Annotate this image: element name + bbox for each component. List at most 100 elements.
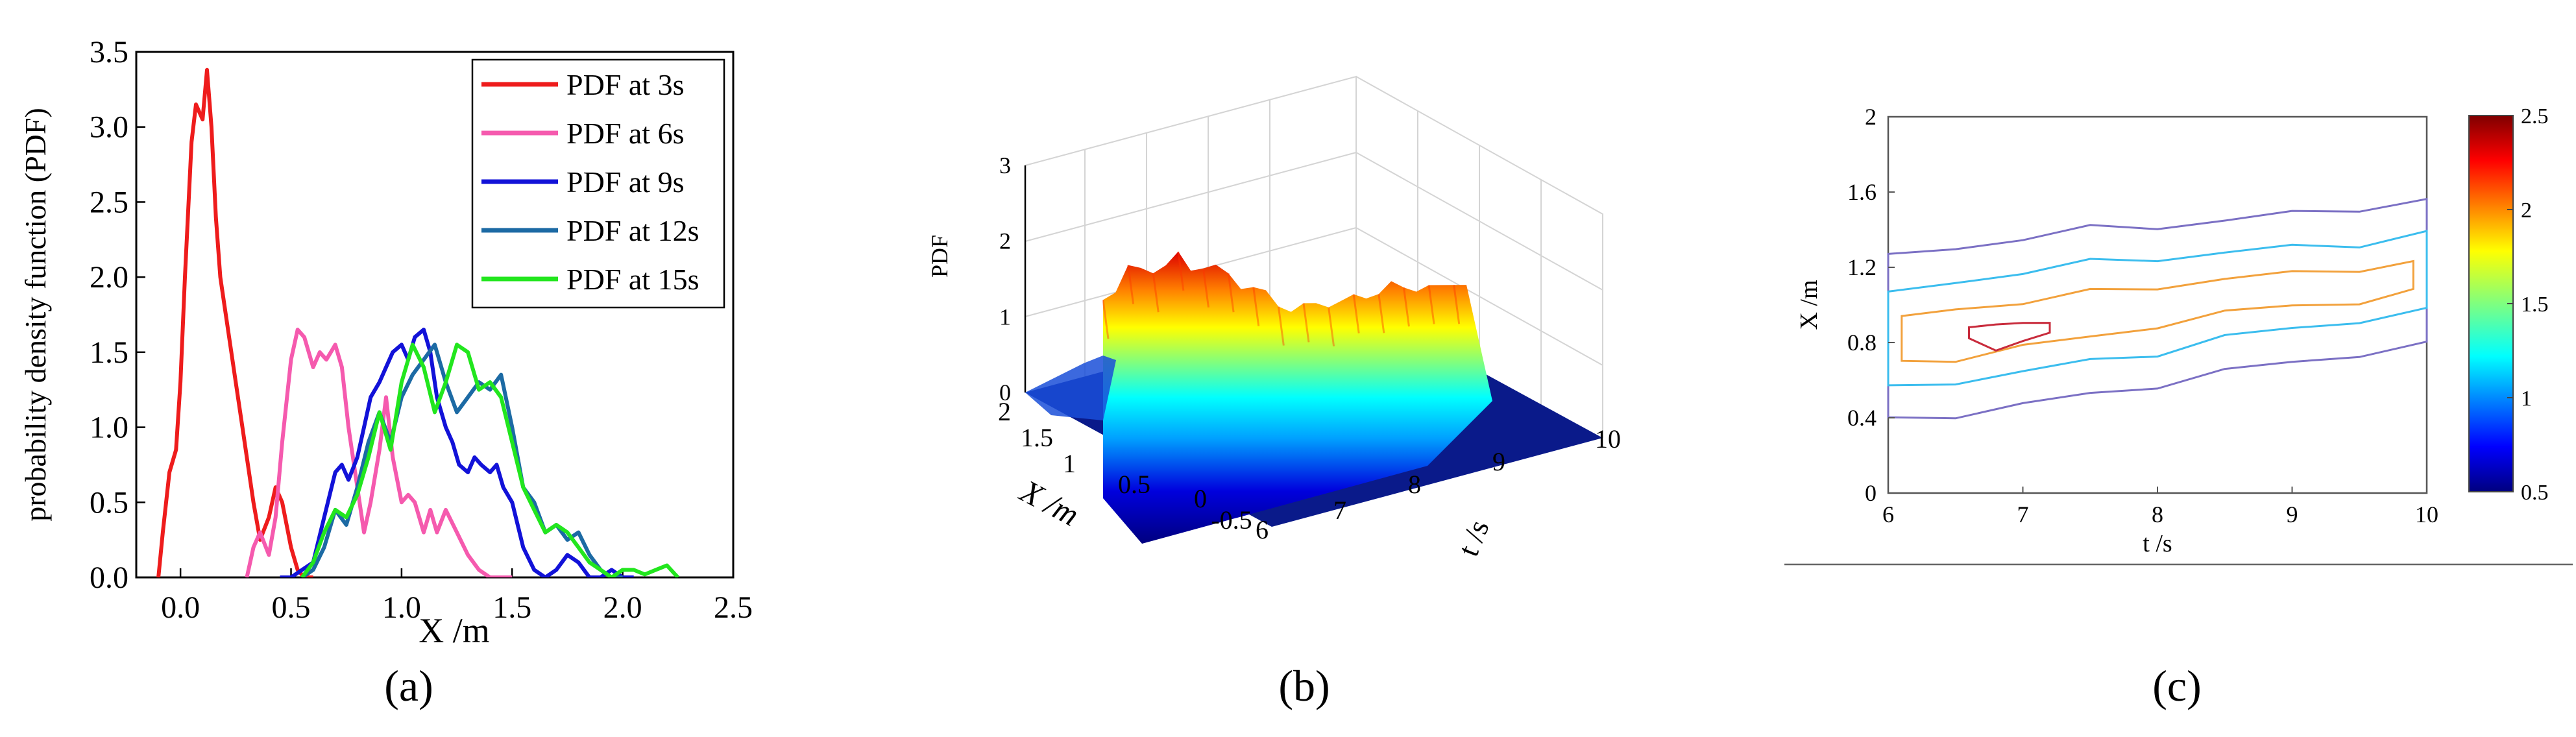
x-tick-label: 2.0: [603, 590, 642, 625]
left-shoulder: [1025, 356, 1116, 420]
panel-a-y-axis-label: probability density function (PDF): [19, 108, 52, 522]
x-tick-label: 0: [1194, 484, 1207, 513]
series-line: [300, 343, 680, 577]
t-tick-label: 6: [1256, 515, 1269, 544]
series-line: [156, 67, 313, 577]
x-tick-label: 6: [1882, 501, 1894, 527]
surface-ripple: [1152, 273, 1160, 313]
x-tick-label: 1.5: [1021, 423, 1053, 452]
y-tick-label: 1.6: [1847, 179, 1877, 205]
y-tick-label: 2: [1865, 104, 1877, 130]
panel-a-series: [156, 67, 680, 577]
panel-c-ticks: 6 7 8 9 10 0 0.4 0.8 1.2 1.6 2: [1847, 104, 2438, 527]
legend-label: PDF at 9s: [566, 165, 684, 199]
y-tick-label: 0.8: [1847, 330, 1877, 356]
panel-a-x-axis-label: X /m: [419, 611, 490, 650]
surface-ripple: [1352, 294, 1360, 333]
colorbar-tick-label: 0.5: [2521, 481, 2549, 505]
y-tick-label: 0.4: [1847, 405, 1877, 431]
panel-b-x-axis-label: X /m: [1014, 472, 1085, 533]
x-tick-label: 1: [1063, 449, 1076, 478]
x-tick-label: -0.5: [1211, 505, 1252, 535]
z-tick-label: 0: [999, 380, 1011, 405]
x-tick-label: 7: [2017, 501, 2029, 527]
legend-label: PDF at 3s: [566, 68, 684, 101]
panel-c-contours: [1887, 197, 2428, 420]
panel-c-contour-map: 6 7 8 9 10 0 0.4 0.8 1.2 1.6 2 t /s X /m 0.5 1 1.5 2 2…: [1784, 104, 2573, 710]
panel-b-z-axis-label: PDF: [927, 235, 953, 278]
surface-ripple: [1328, 307, 1335, 346]
panel-c-colorbar-ticks: 0.5 1 1.5 2 2.5: [2507, 104, 2549, 505]
colorbar-tick-label: 2: [2521, 199, 2532, 223]
y-tick-label: 3.0: [90, 110, 128, 145]
z-tick-label: 3: [999, 152, 1011, 178]
x-tick-label: 9: [2287, 501, 2298, 527]
panel-a-ticks: 0.0 0.5 1.0 1.5 2.0 2.5 0.0 0.5 1.0 1.5 2.0 2.5 3.0 3…: [90, 35, 753, 625]
panel-a-line-chart: 0.0 0.5 1.0 1.5 2.0 2.5 0.0 0.5 1.0 1.5 2.0 2.5 3.0 3…: [19, 35, 753, 710]
surface-ripple: [1428, 285, 1435, 324]
panel-a-plot-frame: [135, 51, 735, 579]
z-tick-label: 1: [999, 304, 1011, 330]
surface-ripple: [1252, 287, 1260, 326]
contour-line: [1901, 260, 2414, 363]
panel-c-label: (c): [2152, 661, 2201, 710]
surface-ripple: [1177, 251, 1185, 291]
x-tick-label: 0.0: [161, 590, 200, 625]
colorbar-tick-label: 1.5: [2521, 293, 2549, 317]
x-tick-label: 10: [2415, 501, 2438, 527]
y-tick-label: 2.0: [90, 260, 128, 295]
surface-ripple: [1277, 306, 1285, 346]
surface-ripple: [1302, 303, 1310, 343]
surface-ripple: [1227, 272, 1235, 313]
panel-c-colorbar: [2468, 115, 2514, 492]
panel-c-x-axis-label: t /s: [2143, 530, 2172, 557]
t-tick-label: 7: [1333, 496, 1346, 525]
series-line: [245, 328, 513, 577]
y-tick-label: 0: [1865, 480, 1877, 506]
surface-ripple: [1402, 287, 1410, 327]
y-tick-label: 2.5: [90, 185, 128, 219]
legend-label: PDF at 6s: [566, 117, 684, 150]
panel-b-ridge-surface: [1025, 251, 1492, 544]
panel-b-label: (b): [1278, 661, 1330, 710]
y-tick-label: 0.0: [90, 561, 128, 595]
t-tick-label: 8: [1408, 470, 1421, 499]
x-tick-label: 0.5: [272, 590, 311, 625]
y-tick-label: 1.2: [1847, 254, 1877, 280]
y-tick-label: 3.5: [90, 35, 128, 69]
surface-ripple: [1102, 300, 1110, 339]
t-tick-label: 10: [1595, 424, 1621, 453]
ridge-surface: [1103, 251, 1492, 544]
series-line: [300, 343, 623, 577]
y-tick-label: 1.5: [90, 335, 128, 370]
panel-a-legend: PDF at 3s PDF at 6s PDF at 9s PDF at 12s PDF…: [471, 58, 725, 309]
x-tick-label: 1.5: [492, 590, 531, 625]
panel-a-label: (a): [384, 661, 433, 710]
legend-label: PDF at 15s: [566, 263, 699, 296]
contour-line: [1968, 322, 2051, 352]
panel-b-t-axis-label: t /s: [1452, 515, 1496, 561]
legend-label: PDF at 12s: [566, 214, 699, 247]
contour-line: [1887, 197, 2428, 420]
colorbar-tick-label: 1: [2521, 387, 2532, 411]
colorbar-tick-label: 2.5: [2521, 104, 2549, 128]
x-tick-label: 0.5: [1118, 470, 1150, 499]
z-tick-label: 2: [999, 228, 1011, 254]
x-tick-label: 2.5: [714, 590, 753, 625]
y-tick-label: 1.0: [90, 411, 128, 445]
x-tick-label: 2: [998, 397, 1011, 426]
series-line: [280, 328, 634, 577]
surface-ripple: [1378, 294, 1385, 333]
surface-ripple: [1202, 268, 1209, 308]
surface-ripple: [1127, 265, 1135, 304]
panel-c-y-axis-label: X /m: [1795, 280, 1823, 330]
x-tick-label: 8: [2152, 501, 2163, 527]
contour-line: [1887, 230, 2428, 387]
surface-ripple: [1453, 285, 1461, 324]
panel-b-grid-walls: [1025, 75, 1603, 438]
t-tick-label: 9: [1492, 447, 1505, 476]
y-tick-label: 0.5: [90, 485, 128, 520]
